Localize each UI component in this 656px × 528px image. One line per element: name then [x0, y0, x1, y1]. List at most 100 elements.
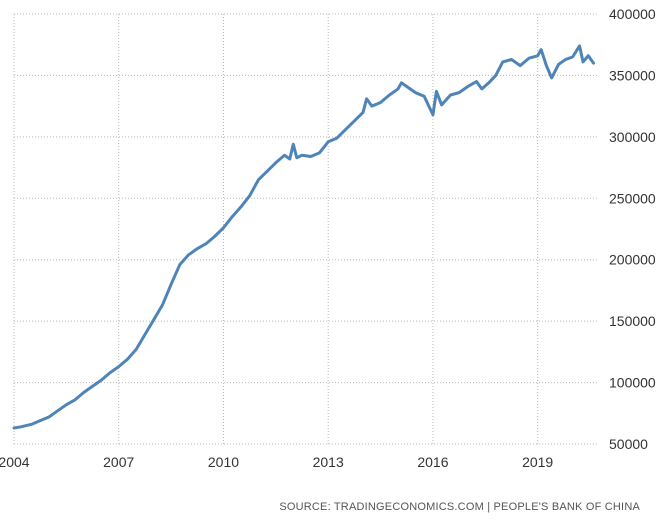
data-point [557, 63, 560, 66]
data-point [152, 318, 155, 322]
data-point [65, 403, 68, 406]
data-point [396, 87, 400, 91]
data-point [39, 419, 42, 422]
data-point [370, 105, 373, 108]
data-point [466, 85, 469, 88]
y-axis-tick-label: 100000 [609, 375, 656, 391]
data-point [309, 155, 312, 158]
x-axis-tick-label: 2019 [522, 454, 553, 470]
data-point [458, 91, 461, 94]
data-point [564, 58, 567, 61]
data-point [510, 58, 513, 61]
data-point [283, 154, 286, 157]
x-axis-tick-label: 2004 [0, 454, 30, 470]
data-point [196, 247, 199, 250]
data-point [501, 60, 504, 64]
x-axis-tick-label: 2010 [208, 454, 239, 470]
data-point [545, 64, 548, 67]
data-point [550, 76, 553, 79]
data-point [187, 253, 190, 256]
data-point [108, 371, 112, 374]
data-point [379, 101, 382, 104]
data-point [248, 194, 251, 197]
y-axis-tick-label: 350000 [609, 67, 656, 83]
y-axis-tick-label: 250000 [609, 190, 656, 206]
data-point [288, 157, 291, 161]
data-point [126, 358, 129, 361]
data-point [117, 365, 120, 368]
x-axis-tick-label: 2016 [417, 454, 448, 470]
data-point [335, 136, 339, 140]
y-axis-ticks: 400000 350000 300000 250000 200000 150000 1000… [609, 6, 656, 452]
y-axis-tick-label: 400000 [609, 6, 656, 22]
data-point [475, 80, 478, 83]
data-point [239, 205, 243, 208]
data-point [266, 170, 269, 173]
data-point [362, 111, 365, 114]
y-axis-tick-label: 150000 [609, 313, 656, 329]
data-point [423, 95, 426, 98]
x-axis-tick-label: 2013 [313, 454, 344, 470]
data-point [178, 263, 181, 266]
data-point [405, 85, 408, 88]
y-axis-tick-label: 50000 [609, 436, 648, 452]
data-point [231, 215, 234, 218]
source-note: SOURCE: TRADINGECONOMICS.COM | PEOPLE'S … [279, 501, 640, 513]
data-point [12, 426, 16, 430]
data-point [30, 423, 33, 426]
data-point [578, 44, 581, 48]
data-point [100, 379, 103, 382]
data-point [19, 425, 23, 428]
data-point [292, 143, 295, 146]
data-point [435, 90, 438, 93]
data-point [135, 348, 138, 351]
data-point [400, 81, 403, 84]
series-line [12, 44, 596, 430]
x-axis-tick-label: 2007 [103, 454, 134, 470]
data-point [91, 385, 94, 388]
data-point [170, 283, 173, 286]
data-point [431, 113, 435, 116]
data-point [274, 161, 277, 164]
data-point [204, 242, 208, 245]
data-point [295, 156, 298, 159]
data-point [571, 55, 574, 59]
data-point [365, 97, 368, 100]
data-point [587, 54, 590, 57]
data-point [353, 119, 356, 122]
data-point [82, 391, 85, 394]
data-point [494, 74, 497, 77]
data-point [449, 93, 452, 97]
data-point [428, 106, 431, 109]
data-point [527, 57, 531, 60]
data-point [213, 235, 216, 238]
data-point [519, 64, 522, 67]
data-point [487, 81, 490, 84]
data-point [440, 103, 443, 107]
data-point [300, 154, 304, 157]
data-point [73, 398, 77, 401]
data-point [414, 91, 417, 94]
data-point [161, 304, 164, 307]
data-point [222, 226, 225, 229]
data-point [257, 178, 260, 181]
data-point [327, 140, 330, 143]
data-point [47, 415, 51, 419]
y-axis-tick-label: 200000 [609, 252, 656, 268]
data-point [143, 333, 147, 336]
data-point [344, 128, 347, 131]
series-layer [12, 44, 596, 430]
data-point [56, 409, 59, 412]
gridlines [13, 13, 597, 445]
data-point [480, 87, 483, 91]
x-axis-ticks: 2004 2007 2010 2013 2016 2019 [0, 454, 553, 470]
data-point [540, 48, 543, 51]
y-axis-tick-label: 300000 [609, 129, 656, 145]
data-point [318, 151, 321, 154]
data-point [581, 60, 585, 64]
data-point [388, 93, 391, 97]
data-point [592, 62, 595, 65]
data-point [536, 54, 539, 57]
